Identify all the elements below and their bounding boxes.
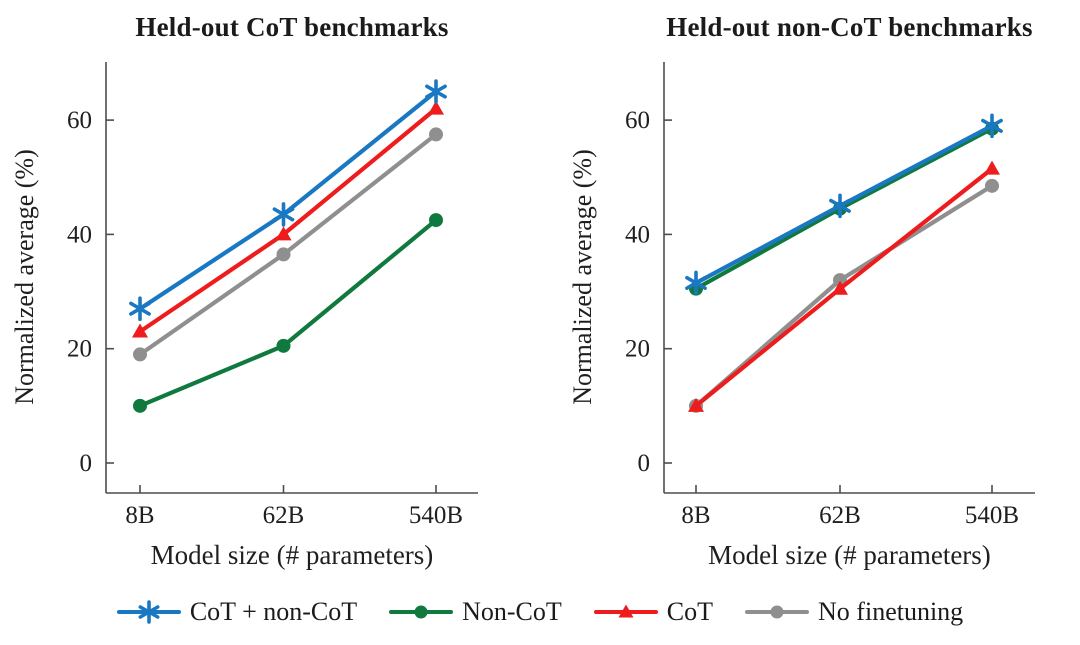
series-line-no-finetuning bbox=[137, 132, 439, 357]
right-chart-title: Held-out non-CoT benchmarks bbox=[666, 12, 1033, 42]
legend-item-no-finetuning: No finetuning bbox=[745, 597, 963, 627]
series-marker-circle bbox=[414, 605, 428, 619]
legend-label: No finetuning bbox=[818, 597, 964, 626]
series-marker-triangle bbox=[984, 160, 1000, 175]
legend-label: CoT + non-CoT bbox=[189, 597, 358, 626]
y-tick-label: 0 bbox=[638, 450, 651, 477]
legend-item-cot: CoT bbox=[593, 597, 714, 627]
legend-label: Non-CoT bbox=[462, 597, 562, 626]
x-tick-label: 540B bbox=[965, 502, 1019, 529]
left-chart-title: Held-out CoT benchmarks bbox=[135, 12, 449, 42]
y-tick-label: 0 bbox=[80, 450, 93, 477]
series-marker-circle bbox=[429, 213, 443, 228]
y-tick-label: 60 bbox=[625, 107, 650, 134]
y-tick-label: 20 bbox=[67, 336, 92, 363]
series-marker-triangle bbox=[275, 226, 292, 241]
series-marker-star bbox=[829, 193, 851, 219]
legend-label: CoT bbox=[666, 597, 714, 626]
series-marker-circle bbox=[985, 178, 999, 193]
series-marker-circle bbox=[276, 338, 291, 353]
series-marker-triangle bbox=[428, 100, 444, 115]
x-tick-label: 62B bbox=[819, 502, 861, 529]
series-marker-circle bbox=[133, 347, 147, 362]
series-line-non-cot bbox=[137, 218, 439, 408]
x-tick-label: 8B bbox=[681, 502, 710, 529]
series-line-cot-non-cot bbox=[137, 89, 439, 311]
series-marker-triangle bbox=[832, 280, 848, 295]
series-marker-star bbox=[685, 270, 707, 296]
x-tick-label: 8B bbox=[125, 502, 154, 529]
series-marker-star bbox=[425, 79, 447, 104]
series-marker-circle bbox=[770, 605, 784, 619]
series-marker-circle bbox=[276, 247, 291, 262]
series-marker-circle bbox=[429, 127, 443, 142]
dual-line-chart: 0 20 40 60 8B 62B 540B 0 20 40 60 8B 62B 540B bbox=[67, 62, 1035, 529]
series-marker-star bbox=[138, 600, 160, 624]
series-marker-triangle bbox=[618, 604, 634, 618]
x-tick-label: 62B bbox=[263, 502, 305, 529]
left-x-axis-label: Model size (# parameters) bbox=[150, 540, 434, 570]
legend-marker-triangle-icon bbox=[593, 604, 658, 618]
legend-marker-star-icon bbox=[116, 600, 181, 624]
x-tick-label: 540B bbox=[409, 502, 463, 529]
series-line-cot bbox=[137, 106, 439, 334]
series-marker-star bbox=[981, 113, 1003, 139]
legend-marker-circle-icon bbox=[745, 605, 810, 619]
legend-item-cot-non-cot: CoT + non-CoT bbox=[116, 597, 358, 627]
y-tick-label: 20 bbox=[625, 336, 650, 363]
right-plot: 0 20 40 60 8B 62B 540B bbox=[625, 62, 1035, 529]
legend-item-non-cot: Non-CoT bbox=[389, 597, 562, 627]
y-tick-label: 40 bbox=[67, 221, 92, 248]
series-marker-star bbox=[129, 296, 151, 321]
legend-marker-circle-icon bbox=[389, 605, 454, 619]
series-line-no-finetuning bbox=[693, 183, 995, 408]
chart-legend: CoT + non-CoT Non-CoT CoT No finetuning bbox=[0, 597, 1080, 627]
right-x-axis-label: Model size (# parameters) bbox=[708, 540, 991, 570]
y-tick-label: 40 bbox=[625, 221, 650, 248]
series-marker-triangle bbox=[132, 323, 148, 338]
series-marker-star bbox=[272, 202, 295, 227]
y-tick-label: 60 bbox=[67, 107, 92, 134]
series-marker-circle bbox=[133, 398, 147, 413]
series-marker-triangle bbox=[688, 397, 704, 412]
left-plot: 0 20 40 60 8B 62B 540B bbox=[67, 62, 478, 529]
